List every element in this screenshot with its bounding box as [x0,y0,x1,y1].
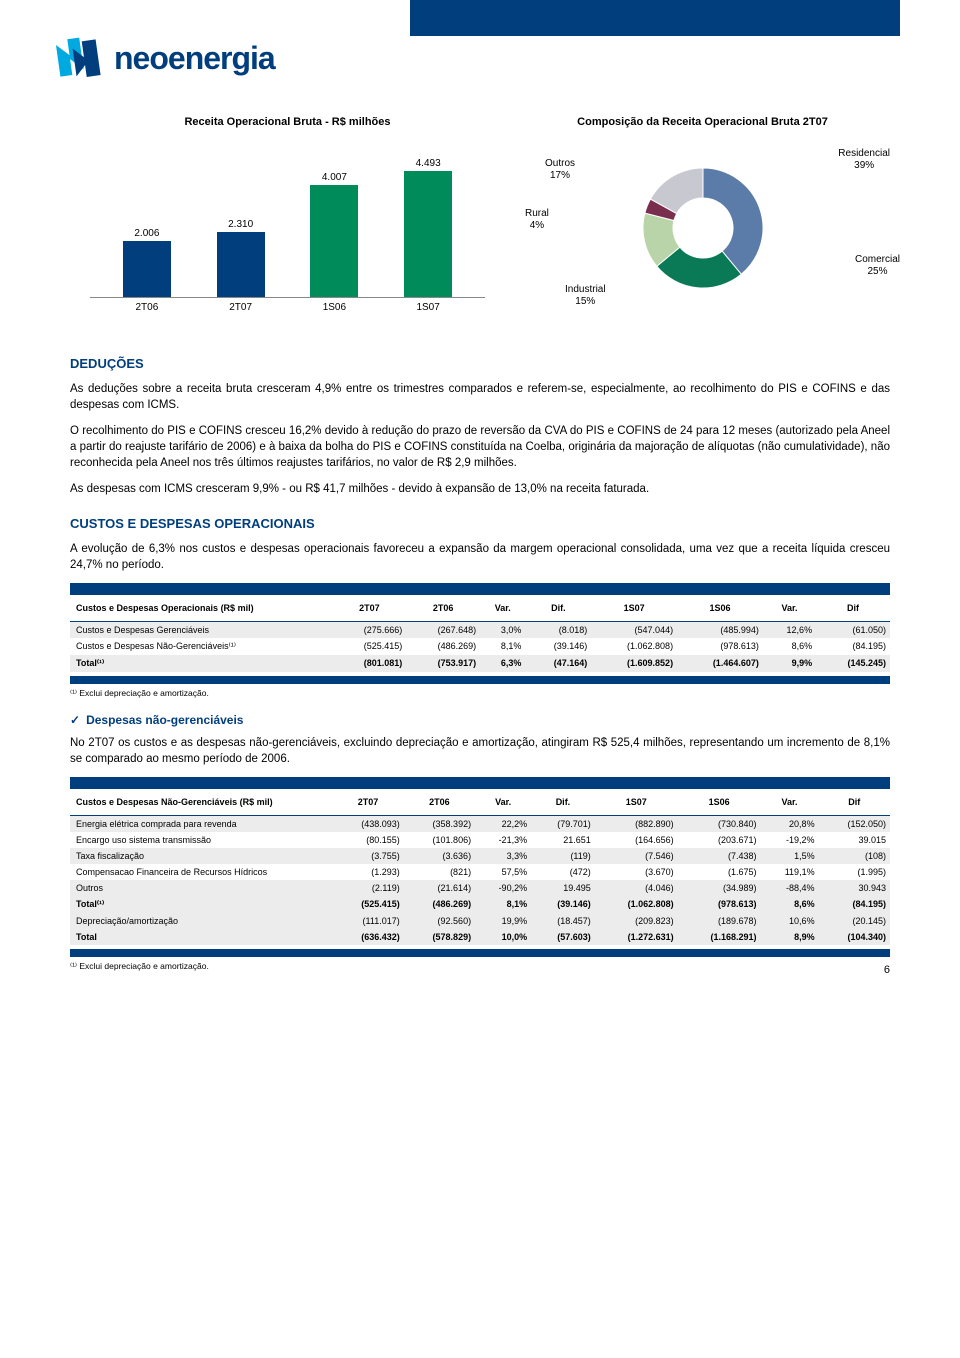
table-row: Encargo uso sistema transmissão(80.155)(… [70,832,890,848]
check-icon: ✓ [70,713,80,727]
table-row: Depreciação/amortização(111.017)(92.560)… [70,913,890,929]
pie-label-industrial: Industrial15% [565,284,606,308]
bar-chart-labels: 2T062T071S061S07 [90,298,485,313]
content-body: DEDUÇÕES As deduções sobre a receita bru… [0,328,960,1000]
heading-custos: CUSTOS E DESPESAS OPERACIONAIS [70,516,890,531]
heading-deducoes: DEDUÇÕES [70,356,890,371]
charts-row: Receita Operacional Bruta - R$ milhões 2… [0,96,960,328]
pie-label-comercial: Comercial25% [855,254,900,278]
nao-ger-p1: No 2T07 os custos e as despesas não-gere… [70,735,890,767]
pie-label-residencial: Residencial39% [838,148,890,172]
pie-chart-title: Composição da Receita Operacional Bruta … [505,116,900,128]
bar-2T06: 2.006 [117,228,177,297]
footnote-1: ⁽¹⁾ Exclui depreciação e amortização. [70,688,890,699]
footnote-2: ⁽¹⁾ Exclui depreciação e amortização. [70,961,890,972]
pie-label-outros: Outros17% [545,158,575,182]
pie-label-rural: Rural4% [525,208,549,232]
deducoes-p1: As deduções sobre a receita bruta cresce… [70,381,890,413]
table-row: Total⁽¹⁾(525.415)(486.269)8,1%(39.146)(1… [70,896,890,913]
deducoes-p3: As despesas com ICMS cresceram 9,9% - ou… [70,481,890,497]
table2-topband [70,777,890,789]
table-row: Total(636.432)(578.829)10,0%(57.603)(1.2… [70,929,890,945]
bar-2T07: 2.310 [211,219,271,297]
table-custos-despesas: Custos e Despesas Operacionais (R$ mil)2… [70,595,890,672]
table-row: Custos e Despesas Não-Gerenciáveis⁽¹⁾(52… [70,638,890,655]
pie-chart-block: Composição da Receita Operacional Bruta … [505,116,900,318]
table-row: Total⁽¹⁾(801.081)(753.917)6,3%(47.164)(1… [70,655,890,672]
bar-1S06: 4.007 [304,172,364,297]
bar-chart: 2.006 2.310 4.007 4.493 [90,138,485,298]
donut-svg [628,153,778,303]
bar-1S07: 4.493 [398,158,458,297]
page-number: 6 [884,964,890,976]
table-row: Outros(2.119)(21.614)-90,2%19.495(4.046)… [70,880,890,896]
bar-chart-title: Receita Operacional Bruta - R$ milhões [90,116,485,128]
table-row: Custos e Despesas Gerenciáveis(275.666)(… [70,621,890,638]
brand-name: neoenergia [114,40,275,77]
pie-chart: Residencial39% Comercial25% Industrial15% R… [505,138,900,318]
table1-topband [70,583,890,595]
table-row: Energia elétrica comprada para revenda(4… [70,815,890,832]
header-top-bar [410,0,900,36]
table2-bottomband [70,949,890,957]
table-row: Taxa fiscalização(3.755)(3.636)3,3%(119)… [70,848,890,864]
table1-bottomband [70,676,890,684]
table-nao-gerenciaveis: Custos e Despesas Não-Gerenciáveis (R$ m… [70,789,890,945]
neoenergia-logo-icon [50,30,106,86]
custos-p1: A evolução de 6,3% nos custos e despesas… [70,541,890,573]
heading-nao-gerenciaveis: ✓Despesas não-gerenciáveis [70,713,890,727]
bar-chart-block: Receita Operacional Bruta - R$ milhões 2… [90,116,485,318]
table-row: Compensacao Financeira de Recursos Hídri… [70,864,890,880]
deducoes-p2: O recolhimento do PIS e COFINS cresceu 1… [70,423,890,471]
